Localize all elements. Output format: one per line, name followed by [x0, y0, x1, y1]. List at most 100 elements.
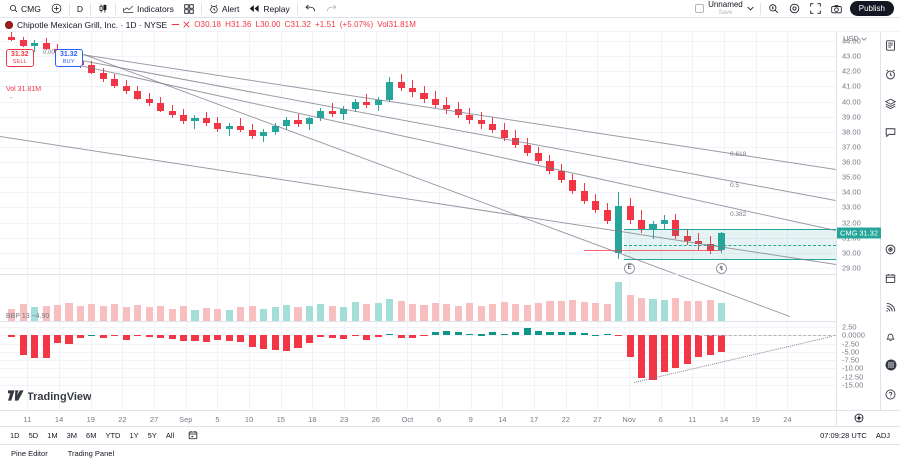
time-tick: 14: [719, 415, 729, 424]
indicators-button[interactable]: Indicators: [118, 1, 179, 17]
candle-body: [31, 42, 39, 46]
alerts-clock-icon[interactable]: [885, 67, 896, 85]
range-buttons[interactable]: 1D 5D 1M 3M 6M YTD 1Y 5Y All: [6, 429, 178, 442]
time-scale-ticks[interactable]: 11 14 19 22 27 Sep 5 10 15 18 23 26 Oct 6 9 14 17 22 27 Nov…: [0, 411, 836, 426]
range-button-6m[interactable]: 6M: [86, 431, 97, 440]
stream-icon[interactable]: [885, 300, 896, 318]
range-button-1d[interactable]: 1D: [10, 431, 20, 440]
volume-bar: [214, 309, 222, 322]
templates-button[interactable]: [179, 1, 199, 17]
candle-body: [546, 160, 554, 172]
last-price-badge[interactable]: CMG 31.32: [837, 227, 881, 239]
grid-apps-icon[interactable]: [885, 358, 897, 376]
symbol-search-button[interactable]: CMG: [4, 1, 46, 17]
publish-button[interactable]: Publish: [849, 1, 894, 16]
range-button-5d[interactable]: 5D: [28, 431, 39, 440]
bbp-histogram-bar: [672, 335, 680, 369]
bbp-pane-legend: BBP 13 −4.90: [6, 313, 50, 320]
indicator-tick: -10.00: [842, 363, 864, 373]
alert-button[interactable]: Alert: [204, 1, 244, 17]
symbol-description[interactable]: Chipotle Mexican Grill, Inc. · 1D · NYSE: [17, 19, 168, 30]
layout-selector[interactable]: Unnamed Save: [691, 1, 758, 16]
range-button-3m[interactable]: 3M: [66, 431, 78, 440]
legend-controls: [171, 21, 190, 28]
price-tick: 37.00: [842, 142, 861, 152]
volume-bar: [271, 306, 279, 322]
goto-date-button[interactable]: [184, 428, 202, 444]
chart-settings-button[interactable]: [784, 1, 805, 17]
chevron-up-icon[interactable]: ⌃: [8, 97, 14, 104]
time-tick: 22: [118, 415, 127, 424]
replay-button[interactable]: Replay: [244, 1, 294, 17]
adjust-data-button[interactable]: ADJ: [875, 431, 890, 440]
trading-panel-tab[interactable]: Trading Panel: [67, 449, 115, 458]
timescale-settings-button[interactable]: [836, 411, 880, 426]
time-scale[interactable]: 11 14 19 22 27 Sep 5 10 15 18 23 26 Oct 6 9 14 17 22 27 Nov…: [0, 410, 900, 426]
range-button-all[interactable]: All: [165, 431, 175, 440]
volume-bar: [134, 305, 142, 322]
bbp-histogram-bar: [237, 335, 245, 340]
ohlc-high: H31.36: [225, 20, 252, 29]
calendar-icon[interactable]: [885, 271, 896, 289]
grid-line-horizontal: [0, 237, 836, 239]
compare-add-button[interactable]: [46, 1, 67, 17]
grid-line-horizontal: [0, 252, 836, 254]
interval-button[interactable]: D: [72, 1, 88, 17]
undo-button[interactable]: [300, 1, 321, 17]
bbp-histogram-bar: [443, 330, 451, 336]
bbp-histogram-bar: [134, 335, 142, 337]
snapshot-button[interactable]: [826, 1, 847, 17]
buy-order-badge[interactable]: 31.32 BUY: [55, 48, 83, 67]
time-tick: 19: [751, 415, 760, 424]
eye-hide-icon[interactable]: [171, 22, 180, 27]
volume-bar: [626, 294, 634, 322]
chart-style-button[interactable]: [93, 1, 113, 17]
pine-editor-tab[interactable]: Pine Editor: [11, 449, 48, 458]
volume-bar: [660, 300, 669, 322]
range-button-1y[interactable]: 1Y: [129, 431, 139, 440]
bbp-histogram-bar: [19, 335, 27, 356]
help-icon[interactable]: [885, 387, 896, 405]
pane-separator-indicator[interactable]: [0, 321, 836, 322]
quick-search-button[interactable]: [763, 1, 784, 17]
resistance-line: [584, 249, 722, 251]
layers-icon[interactable]: [884, 96, 897, 114]
bell-icon[interactable]: [885, 329, 896, 347]
chat-icon[interactable]: [885, 125, 896, 143]
chart-panes[interactable]: TradingView 0.618 0.5 0.382 E ↯ 31.32 SELL 0.0…: [0, 32, 836, 410]
layout-checkbox-icon[interactable]: [695, 4, 705, 13]
chart-clock[interactable]: 07:09:28 UTC: [820, 431, 867, 440]
plus-circle-icon: [51, 3, 62, 14]
range-button-1m[interactable]: 1M: [47, 431, 58, 440]
range-button-5y[interactable]: 5Y: [147, 431, 157, 440]
trendline-upper-channel: [0, 136, 836, 265]
candle-body: [328, 110, 336, 114]
volume-bar: [42, 306, 50, 322]
ohlc-volume: Vol31.81M: [377, 20, 416, 29]
support-zone[interactable]: [624, 228, 836, 261]
price-scale-currency[interactable]: USD: [843, 34, 867, 43]
price-scale[interactable]: USD 44.00 43.00 42.00 41.00 40.00 39.00 38.00 3…: [836, 32, 881, 410]
watchlist-icon[interactable]: [885, 38, 896, 56]
pane-separator-volume[interactable]: [0, 274, 836, 275]
range-button-ytd[interactable]: YTD: [105, 431, 121, 440]
candle-body: [122, 86, 130, 91]
chart-marker-earnings[interactable]: E: [624, 262, 636, 274]
redo-button[interactable]: [321, 1, 342, 17]
close-icon[interactable]: [183, 21, 190, 28]
grid-line-vertical: [502, 32, 504, 410]
grid-line-horizontal: [0, 335, 836, 337]
bbp-histogram-bar: [397, 335, 405, 338]
volume-bar: [386, 298, 394, 322]
candle-body: [157, 103, 165, 111]
chart-marker-event[interactable]: ↯: [715, 262, 727, 274]
fullscreen-button[interactable]: [805, 1, 826, 17]
price-tick: 32.00: [842, 218, 861, 228]
grid-line-horizontal: [0, 116, 836, 118]
ideas-icon[interactable]: [885, 242, 896, 260]
volume-bar: [283, 305, 291, 322]
price-tick: 35.00: [842, 172, 861, 182]
sell-order-badge[interactable]: 31.32 SELL: [6, 48, 34, 67]
sell-price: 31.32: [11, 50, 29, 58]
